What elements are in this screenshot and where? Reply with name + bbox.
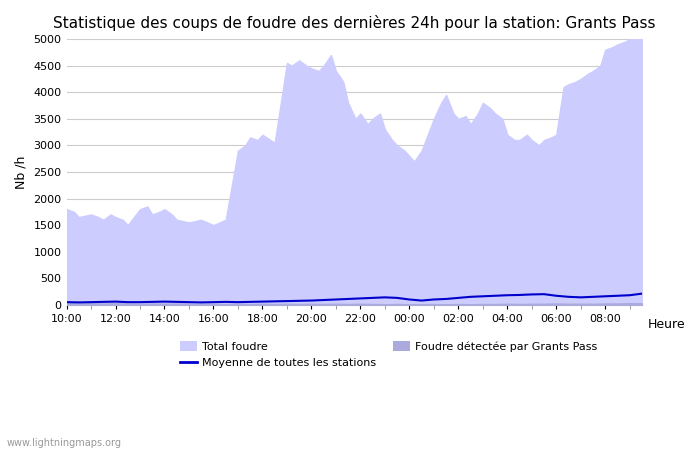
Title: Statistique des coups de foudre des dernières 24h pour la station: Grants Pass: Statistique des coups de foudre des dern… — [53, 15, 655, 31]
Legend: Total foudre, Moyenne de toutes les stations, Foudre détectée par Grants Pass: Total foudre, Moyenne de toutes les stat… — [176, 337, 602, 373]
Y-axis label: Nb /h: Nb /h — [15, 155, 28, 189]
Text: www.lightningmaps.org: www.lightningmaps.org — [7, 438, 122, 448]
Text: Heure: Heure — [648, 318, 685, 331]
